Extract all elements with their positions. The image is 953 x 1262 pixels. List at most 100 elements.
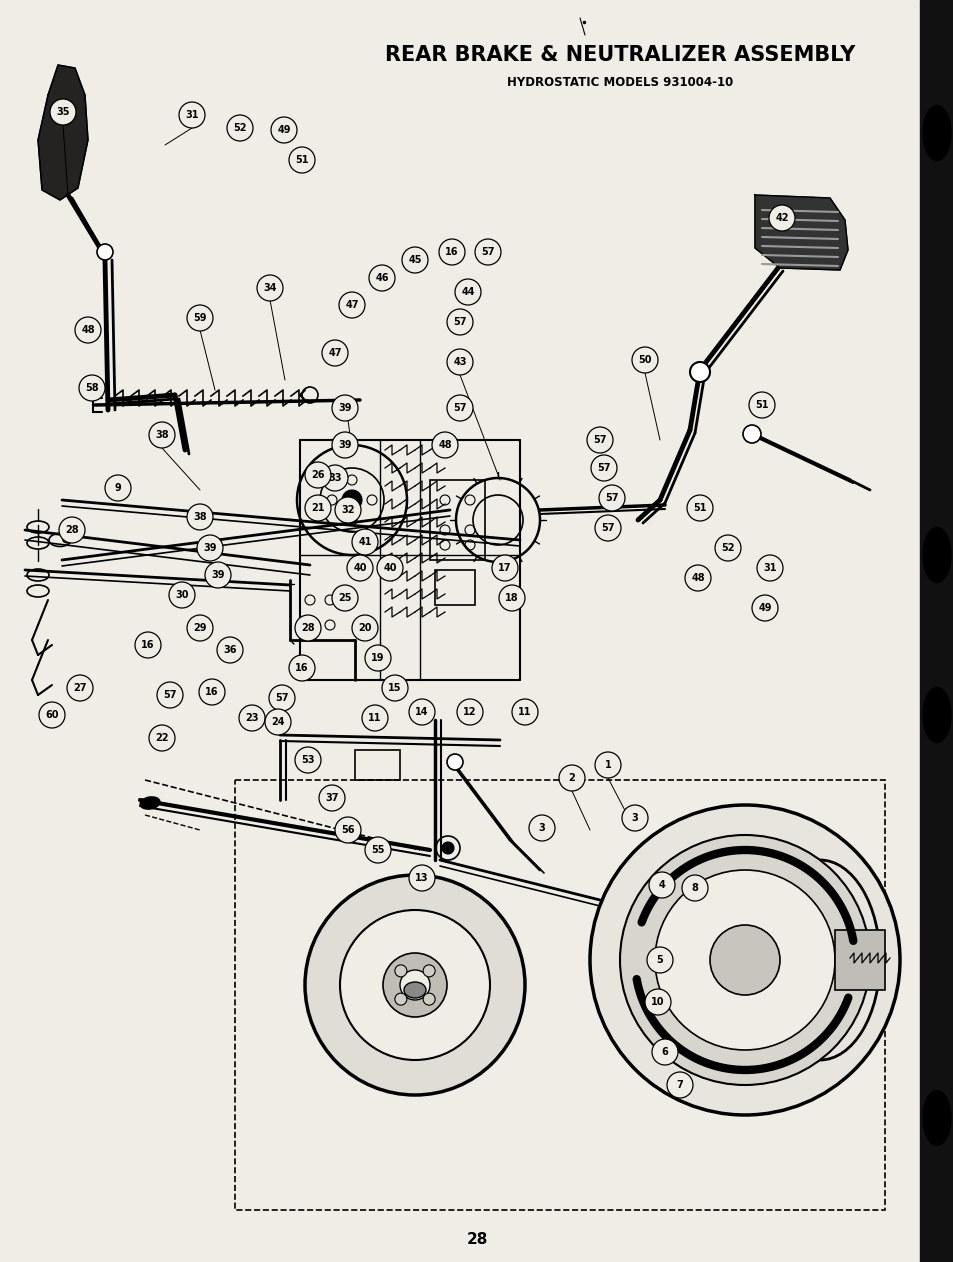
Text: 56: 56 <box>341 825 355 835</box>
Text: 39: 39 <box>338 440 352 451</box>
Text: 35: 35 <box>56 107 70 117</box>
Circle shape <box>748 392 774 418</box>
Text: 12: 12 <box>463 707 476 717</box>
Text: 52: 52 <box>233 122 247 133</box>
Circle shape <box>227 115 253 141</box>
Text: 3: 3 <box>631 813 638 823</box>
Circle shape <box>365 645 391 671</box>
Circle shape <box>59 517 85 543</box>
Text: 60: 60 <box>45 711 59 721</box>
Circle shape <box>621 805 647 830</box>
Circle shape <box>149 724 174 751</box>
Circle shape <box>409 864 435 891</box>
Text: 11: 11 <box>368 713 381 723</box>
Circle shape <box>75 317 101 343</box>
Text: 40: 40 <box>353 563 366 573</box>
Text: 43: 43 <box>453 357 466 367</box>
Circle shape <box>529 815 555 840</box>
Circle shape <box>589 805 899 1116</box>
Text: 38: 38 <box>193 512 207 522</box>
Text: 27: 27 <box>73 683 87 693</box>
Polygon shape <box>38 66 88 199</box>
Text: 46: 46 <box>375 273 388 283</box>
Text: 22: 22 <box>155 733 169 743</box>
Circle shape <box>289 146 314 173</box>
Text: 57: 57 <box>593 435 606 445</box>
Circle shape <box>498 586 524 611</box>
Circle shape <box>352 529 377 555</box>
Text: 42: 42 <box>775 213 788 223</box>
Circle shape <box>686 495 712 521</box>
Text: 47: 47 <box>328 348 341 358</box>
Text: 39: 39 <box>203 543 216 553</box>
Circle shape <box>655 870 834 1050</box>
Circle shape <box>365 837 391 863</box>
Circle shape <box>684 565 710 591</box>
Circle shape <box>216 637 243 663</box>
Circle shape <box>681 875 707 901</box>
Bar <box>834 930 884 989</box>
Circle shape <box>305 462 331 488</box>
Text: 57: 57 <box>597 463 610 473</box>
Text: 57: 57 <box>453 317 466 327</box>
Circle shape <box>67 675 92 700</box>
Circle shape <box>50 98 76 125</box>
Circle shape <box>751 594 778 621</box>
Text: 47: 47 <box>345 300 358 310</box>
Circle shape <box>199 679 225 705</box>
Text: 2: 2 <box>568 774 575 782</box>
Circle shape <box>294 615 320 641</box>
Circle shape <box>644 989 670 1015</box>
Circle shape <box>352 615 377 641</box>
Ellipse shape <box>140 796 160 809</box>
Text: 48: 48 <box>691 573 704 583</box>
Text: 24: 24 <box>271 717 284 727</box>
Circle shape <box>179 102 205 127</box>
Text: 37: 37 <box>325 793 338 803</box>
Circle shape <box>265 709 291 734</box>
Text: 18: 18 <box>505 593 518 603</box>
Circle shape <box>339 910 490 1060</box>
Circle shape <box>382 953 447 1017</box>
Circle shape <box>294 747 320 774</box>
Text: 40: 40 <box>383 563 396 573</box>
Text: 52: 52 <box>720 543 734 553</box>
Ellipse shape <box>923 688 950 742</box>
Circle shape <box>395 965 406 977</box>
Circle shape <box>187 615 213 641</box>
Text: 57: 57 <box>163 690 176 700</box>
Circle shape <box>347 555 373 581</box>
Text: 28: 28 <box>466 1233 487 1248</box>
Text: HYDROSTATIC MODELS 931004-10: HYDROSTATIC MODELS 931004-10 <box>506 76 732 88</box>
Circle shape <box>742 425 760 443</box>
Text: 45: 45 <box>408 255 421 265</box>
Text: 31: 31 <box>762 563 776 573</box>
Circle shape <box>335 817 360 843</box>
Ellipse shape <box>403 982 426 998</box>
Text: 55: 55 <box>371 846 384 854</box>
Text: 9: 9 <box>114 483 121 493</box>
Text: 50: 50 <box>638 355 651 365</box>
Circle shape <box>381 675 408 700</box>
Circle shape <box>586 427 613 453</box>
Circle shape <box>456 699 482 724</box>
Circle shape <box>305 495 331 521</box>
Circle shape <box>619 835 869 1085</box>
Bar <box>234 780 884 1210</box>
Circle shape <box>97 244 112 260</box>
Circle shape <box>447 350 473 375</box>
Text: 39: 39 <box>211 570 225 581</box>
Text: 57: 57 <box>275 693 289 703</box>
Text: 49: 49 <box>277 125 291 135</box>
Circle shape <box>332 432 357 458</box>
Text: 19: 19 <box>371 652 384 663</box>
Circle shape <box>447 309 473 334</box>
Circle shape <box>169 582 194 608</box>
Circle shape <box>269 685 294 711</box>
Text: 10: 10 <box>651 997 664 1007</box>
Circle shape <box>558 765 584 791</box>
Circle shape <box>646 946 672 973</box>
Ellipse shape <box>923 106 950 160</box>
Circle shape <box>475 239 500 265</box>
Circle shape <box>187 504 213 530</box>
